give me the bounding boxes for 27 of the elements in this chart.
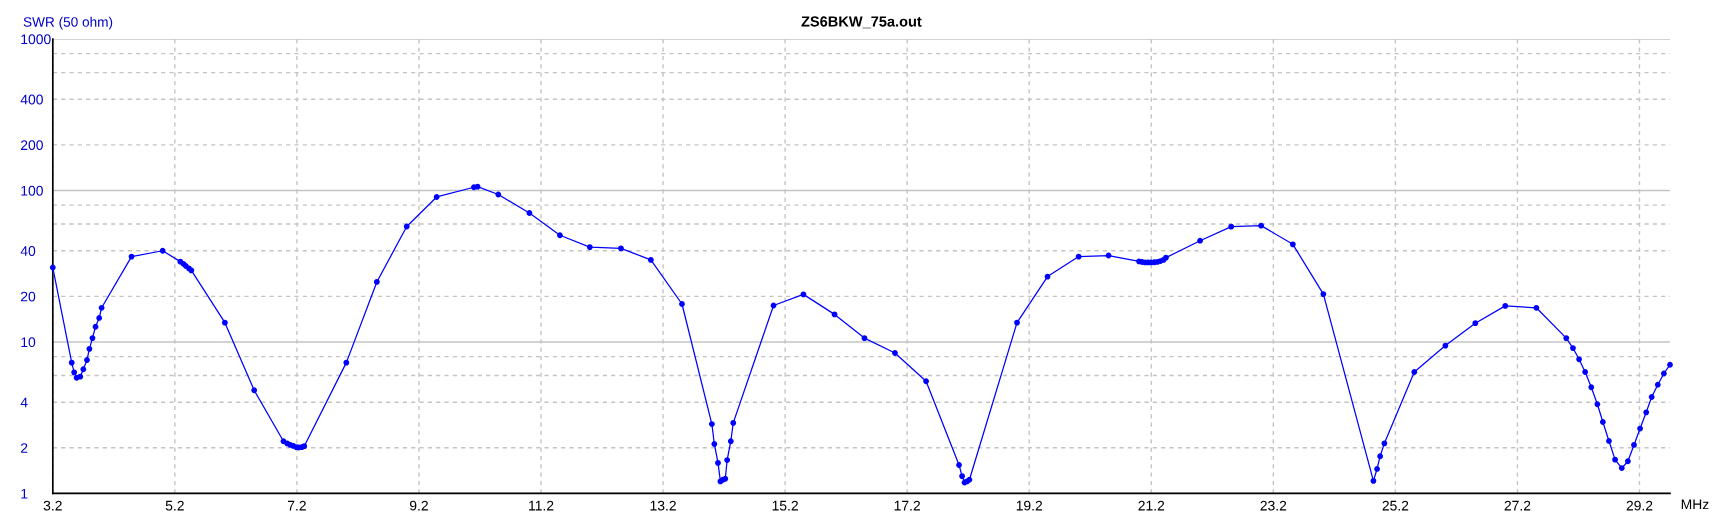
- x-tick-label: 25.2: [1382, 500, 1409, 511]
- y-tick-label: 1: [21, 488, 28, 499]
- x-tick-label: 23.2: [1260, 500, 1287, 511]
- y-tick-label: 1000: [21, 34, 51, 45]
- y-tick-label: 4: [20, 397, 28, 408]
- x-tick-label: 27.2: [1504, 500, 1531, 511]
- x-tick-label: 29.2: [1626, 500, 1653, 511]
- x-axis-title: MHz: [1681, 499, 1709, 510]
- chart-title: ZS6BKW_75a.out: [801, 16, 922, 29]
- y-tick-label: 10: [21, 337, 36, 348]
- x-tick-label: 17.2: [894, 500, 920, 511]
- x-tick-label: 13.2: [650, 500, 676, 511]
- x-tick-label: 11.2: [529, 500, 554, 511]
- y-tick-label: 400: [20, 94, 43, 105]
- x-tick-label: 5.2: [165, 500, 184, 511]
- x-tick-label: 15.2: [772, 500, 798, 511]
- y-tick-label: 100: [21, 185, 43, 196]
- y-axis-title: SWR (50 ohm): [23, 16, 113, 30]
- x-tick-label: 19.2: [1016, 500, 1043, 511]
- y-tick-label: 200: [21, 140, 43, 151]
- x-tick-label: 7.2: [287, 500, 306, 511]
- x-tick-label: 3.2: [43, 500, 62, 511]
- x-tick-label: 9.2: [409, 500, 428, 511]
- x-tick-label: 21.2: [1138, 500, 1165, 511]
- y-tick-label: 20: [21, 291, 36, 302]
- y-tick-label: 40: [20, 246, 36, 256]
- y-tick-label: 2: [21, 443, 28, 453]
